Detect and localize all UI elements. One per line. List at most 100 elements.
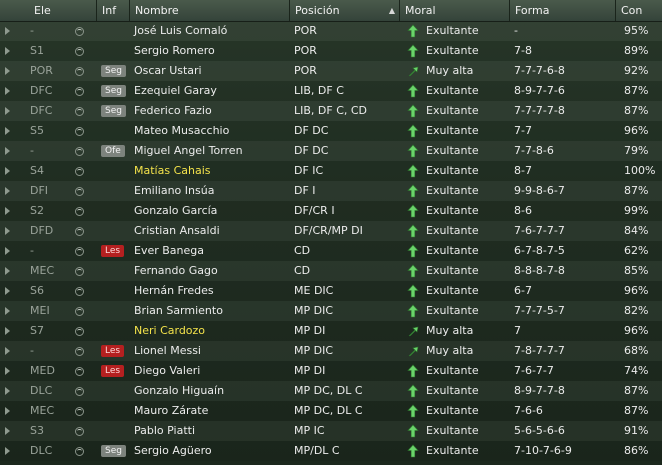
table-row[interactable]: - José Luis Cornaló POR Exultante - 95% [0,21,662,41]
expand-row-icon[interactable] [4,321,12,341]
expand-row-icon[interactable] [4,361,12,381]
column-header-ele[interactable]: Ele [0,0,97,21]
expand-row-icon[interactable] [4,341,12,361]
column-header-con[interactable]: Con [621,4,643,17]
expand-row-icon[interactable] [4,201,12,221]
cell-player-name[interactable]: Emiliano Insúa [134,184,215,197]
morale-arrow-up-icon [407,204,419,218]
expand-row-icon[interactable] [4,441,12,461]
expand-row-icon[interactable] [4,161,12,181]
table-row[interactable]: S3 Pablo Piatti MP IC Exultante 5-6-5-6-6 91% [0,421,662,441]
cell-player-name[interactable]: Mauro Zárate [134,404,209,417]
column-header-forma[interactable]: Forma [510,0,616,21]
table-row[interactable]: S7 Neri Cardozo MP DI Muy alta 7 96% [0,321,662,341]
expand-row-icon[interactable] [4,21,12,41]
cell-player-name[interactable]: Lionel Messi [134,344,201,357]
expand-row-icon[interactable] [4,121,12,141]
cell-morale: Exultante [426,124,479,137]
expand-row-icon[interactable] [4,61,12,81]
table-row[interactable]: DLC Gonzalo Higuaín MP DC, DL C Exultante 8-… [0,381,662,401]
expand-row-icon[interactable] [4,401,12,421]
table-row[interactable]: MED Les Diego Valeri MP DI Exultante 7-6-7-7 7… [0,361,662,381]
cell-position: POR [294,44,317,57]
cell-player-name[interactable]: Diego Valeri [134,364,201,377]
info-badge: Seg [101,65,126,77]
table-row[interactable]: DFD Cristian Ansaldi DF/CR/MP DI Exultante 7… [0,221,662,241]
expand-row-icon[interactable] [4,281,12,301]
expand-row-icon[interactable] [4,81,12,101]
cell-player-name[interactable]: Brian Sarmiento [134,304,223,317]
cell-ele: S1 [30,44,44,57]
table-row[interactable]: DLC Seg Sergio Agüero MP/DL C Exultante 7-10-… [0,441,662,461]
table-row[interactable]: S5 Mateo Musacchio DF DC Exultante 7-7 96% [0,121,662,141]
cell-player-name[interactable]: Sergio Agüero [134,444,212,457]
cell-player-name[interactable]: Fernando Gago [134,264,218,277]
player-status-icon [75,367,84,376]
table-row[interactable]: DFC Seg Federico Fazio LIB, DF C, CD Exultan… [0,101,662,121]
cell-ele: - [30,244,34,257]
table-row[interactable]: S1 Sergio Romero POR Exultante 7-8 89% [0,41,662,61]
column-header-moral[interactable]: Moral [400,0,510,21]
table-row[interactable]: S2 Gonzalo García DF/CR I Exultante 8-6 99% [0,201,662,221]
cell-form: 7-6-7-7 [514,364,554,377]
expand-row-icon[interactable] [4,301,12,321]
table-row[interactable]: MEC Fernando Gago CD Exultante 8-8-8-7-8 85% [0,261,662,281]
expand-row-icon[interactable] [4,381,12,401]
cell-player-name[interactable]: Ezequiel Garay [134,84,217,97]
cell-player-name[interactable]: Pablo Piatti [134,424,196,437]
column-header-inf[interactable]: Inf [97,0,130,21]
cell-player-name[interactable]: Mateo Musacchio [134,124,230,137]
expand-row-icon[interactable] [4,101,12,121]
cell-position: ME DIC [294,284,334,297]
table-row[interactable]: S6 Hernán Fredes ME DIC Exultante 6-7 96% [0,281,662,301]
table-row[interactable]: MEI Brian Sarmiento MP DIC Exultante 7-7-7-5… [0,301,662,321]
info-badge: Les [101,365,125,377]
table-row[interactable]: - Ofe Miguel Angel Torren DF DC Exultante 7-7… [0,141,662,161]
table-row[interactable]: - Les Ever Banega CD Exultante 6-7-8-7-5 62% [0,241,662,261]
player-status-icon [75,427,84,436]
cell-player-name[interactable]: Gonzalo Higuaín [134,384,225,397]
sort-ascending-icon: ▲ [388,6,395,15]
expand-row-icon[interactable] [4,221,12,241]
cell-player-name[interactable]: Gonzalo García [134,204,218,217]
expand-row-icon[interactable] [4,241,12,261]
table-row[interactable]: MEC Mauro Zárate MP DC, DL C Exultante 7-6-6… [0,401,662,421]
cell-condition: 99% [624,204,649,217]
expand-row-icon[interactable] [4,141,12,161]
expand-row-icon[interactable] [4,261,12,281]
table-row[interactable]: POR Seg Oscar Ustari POR Muy alta 7-7-7-6-8 92… [0,61,662,81]
cell-player-name[interactable]: Hernán Fredes [134,284,214,297]
expand-row-icon[interactable] [4,181,12,201]
cell-player-name[interactable]: Oscar Ustari [134,64,202,77]
cell-player-name[interactable]: Sergio Romero [134,44,215,57]
cell-condition: 84% [624,224,649,237]
player-status-icon [75,387,84,396]
cell-player-name[interactable]: José Luis Cornaló [134,24,228,37]
expand-row-icon[interactable] [4,421,12,441]
morale-arrow-up-right-icon [408,66,419,77]
player-status-icon [75,27,84,36]
table-row[interactable]: - Les Lionel Messi MP DIC Muy alta 7-8-7-7-7 6… [0,341,662,361]
cell-player-name[interactable]: Neri Cardozo [134,324,206,337]
cell-player-name[interactable]: Ever Banega [134,244,204,257]
cell-ele: S2 [30,204,44,217]
table-row[interactable]: DFI Emiliano Insúa DF I Exultante 9-9-8-6-7 8… [0,181,662,201]
player-status-icon [75,107,84,116]
table-row[interactable]: S4 Matías Cahais DF IC Exultante 8-7 100% [0,161,662,181]
morale-arrow-up-icon [407,404,419,418]
info-badge: Seg [101,85,126,97]
table-row[interactable]: DFC Seg Ezequiel Garay LIB, DF C Exultante 8-… [0,81,662,101]
cell-position: DF/CR/MP DI [294,224,363,237]
cell-condition: 96% [624,324,649,337]
cell-morale: Exultante [426,224,479,237]
cell-player-name[interactable]: Federico Fazio [134,104,212,117]
cell-ele: S3 [30,424,44,437]
cell-player-name[interactable]: Miguel Angel Torren [134,144,243,157]
cell-player-name[interactable]: Matías Cahais [134,164,211,177]
cell-player-name[interactable]: Cristian Ansaldi [134,224,220,237]
column-header-nombre[interactable]: Nombre [130,0,290,21]
expand-row-icon[interactable] [4,41,12,61]
cell-condition: 87% [624,84,649,97]
morale-arrow-up-icon [407,224,419,238]
column-header-posicion[interactable]: Posición ▲ [290,0,400,21]
